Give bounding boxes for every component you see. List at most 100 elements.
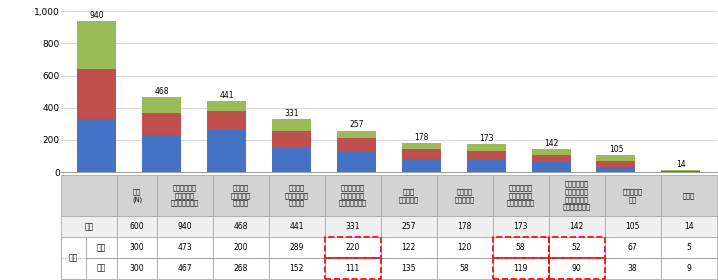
Text: 67: 67 [628, 243, 638, 252]
Bar [493, 216, 549, 237]
Bar [142, 136, 181, 172]
Bar [213, 175, 269, 216]
Bar [207, 101, 246, 111]
Bar [605, 258, 661, 279]
Bar [61, 216, 118, 237]
Text: 142: 142 [544, 139, 559, 148]
Bar [337, 138, 376, 151]
Bar [207, 130, 246, 172]
Bar [402, 150, 441, 159]
Bar [381, 258, 437, 279]
Text: 178: 178 [457, 222, 472, 231]
Text: 257: 257 [349, 120, 363, 129]
Bar [213, 237, 269, 258]
Text: 105: 105 [625, 222, 640, 231]
Text: 441: 441 [289, 222, 304, 231]
Text: 全体
(N): 全体 (N) [132, 188, 142, 203]
Bar [325, 175, 381, 216]
Text: 家族や友人・
知人がやって
いる（いた）
スポーツだから: 家族や友人・ 知人がやって いる（いた） スポーツだから [563, 181, 591, 210]
Bar [207, 111, 246, 130]
Bar [213, 258, 269, 279]
Text: 男性: 男性 [97, 243, 106, 252]
Bar [605, 237, 661, 258]
Bar [78, 69, 116, 119]
Text: 300: 300 [130, 264, 144, 273]
Text: 135: 135 [401, 264, 416, 273]
Text: 応援が
楽しいから: 応援が 楽しいから [398, 188, 419, 203]
Bar [337, 131, 376, 138]
Bar [467, 160, 505, 172]
Text: ルールが
面白いから: ルールが 面白いから [454, 188, 475, 203]
Text: 257: 257 [401, 222, 416, 231]
Bar [605, 216, 661, 237]
Text: 173: 173 [513, 222, 528, 231]
Bar [661, 171, 700, 172]
Bar [157, 175, 213, 216]
Bar [493, 258, 549, 279]
Bar [467, 144, 505, 151]
Bar [493, 237, 549, 258]
Text: 940: 940 [90, 11, 104, 20]
Text: 467: 467 [177, 264, 192, 273]
Bar [78, 119, 116, 172]
Text: 14: 14 [676, 160, 686, 169]
Text: 9: 9 [686, 264, 691, 273]
Bar [118, 237, 157, 258]
Bar [381, 216, 437, 237]
Text: 468: 468 [154, 87, 169, 95]
Bar [272, 131, 311, 147]
Text: 52: 52 [572, 243, 582, 252]
Bar [325, 258, 381, 279]
Text: 268: 268 [233, 264, 248, 273]
Bar [325, 216, 381, 237]
Bar [157, 258, 213, 279]
Bar [661, 258, 717, 279]
Bar [493, 237, 549, 258]
Bar [661, 216, 717, 237]
Text: 女性: 女性 [97, 264, 106, 273]
Bar [549, 258, 605, 279]
Text: 331: 331 [345, 222, 360, 231]
Bar [142, 97, 181, 113]
Text: 14: 14 [684, 222, 694, 231]
Bar [437, 175, 493, 216]
Text: 289: 289 [289, 243, 304, 252]
Bar [437, 258, 493, 279]
Text: 600: 600 [130, 222, 144, 231]
Legend: 1位のスポーツの理由, 2位のスポーツの理由, 3位のスポーツの理由の各回答数を加算した合計ポイント: 1位のスポーツの理由, 2位のスポーツの理由, 3位のスポーツの理由の各回答数を… [258, 0, 520, 3]
Bar [467, 151, 505, 160]
Bar [61, 175, 118, 216]
Text: 自分がやって
いる（いた）
スポーツだから: 自分がやって いる（いた） スポーツだから [339, 185, 367, 206]
Text: 家族や友人・
知人が好きな
スポーツだから: 家族や友人・ 知人が好きな スポーツだから [507, 185, 535, 206]
Text: 119: 119 [513, 264, 528, 273]
Bar [272, 119, 311, 131]
Text: 441: 441 [219, 91, 234, 100]
Text: 応援して
いる選手が
いるから: 応援して いる選手が いるから [230, 185, 251, 206]
Text: 105: 105 [609, 145, 623, 154]
Bar [325, 237, 381, 258]
Bar [493, 258, 549, 279]
Bar [325, 258, 381, 279]
Text: 331: 331 [284, 109, 299, 118]
Text: 38: 38 [628, 264, 638, 273]
Bar [549, 175, 605, 216]
Text: 220: 220 [345, 243, 360, 252]
Bar [402, 159, 441, 172]
Text: 90: 90 [572, 264, 582, 273]
Text: 5: 5 [686, 243, 691, 252]
Text: 468: 468 [233, 222, 248, 231]
Text: 58: 58 [516, 243, 526, 252]
Bar [402, 143, 441, 150]
Text: 特に理由は
ない: 特に理由は ない [623, 188, 643, 203]
Bar [118, 216, 157, 237]
Bar [381, 237, 437, 258]
Bar [269, 237, 325, 258]
Bar [118, 175, 157, 216]
Bar [605, 175, 661, 216]
Bar [661, 237, 717, 258]
Bar [493, 175, 549, 216]
Bar [597, 161, 635, 167]
Bar [325, 237, 381, 258]
Text: 300: 300 [130, 243, 144, 252]
Text: 152: 152 [289, 264, 304, 273]
